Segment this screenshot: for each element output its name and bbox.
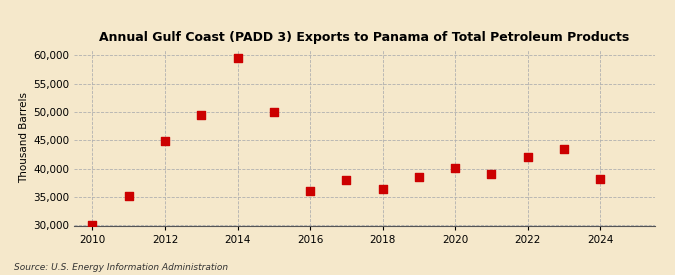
Title: Annual Gulf Coast (PADD 3) Exports to Panama of Total Petroleum Products: Annual Gulf Coast (PADD 3) Exports to Pa…: [99, 31, 630, 44]
Text: Source: U.S. Energy Information Administration: Source: U.S. Energy Information Administ…: [14, 263, 227, 272]
Point: [269, 110, 279, 114]
Point: [486, 172, 497, 177]
Point: [377, 186, 388, 191]
Point: [159, 139, 170, 143]
Point: [595, 177, 605, 181]
Point: [87, 223, 98, 227]
Y-axis label: Thousand Barrels: Thousand Barrels: [19, 92, 29, 183]
Point: [196, 112, 207, 117]
Point: [559, 147, 570, 151]
Point: [232, 56, 243, 60]
Point: [304, 189, 315, 194]
Point: [414, 175, 425, 180]
Point: [522, 155, 533, 160]
Point: [341, 178, 352, 182]
Point: [124, 194, 134, 198]
Point: [450, 165, 460, 170]
